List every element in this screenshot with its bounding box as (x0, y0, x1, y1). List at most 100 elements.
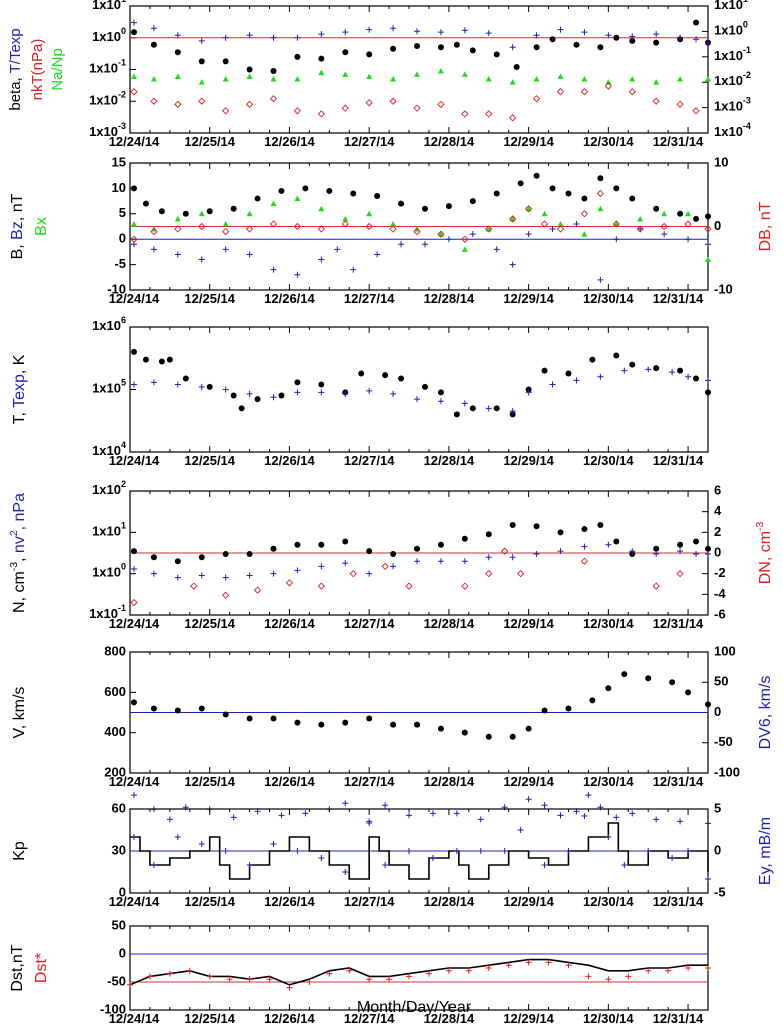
y-right-tick-label: 10 (714, 154, 728, 169)
panels: 12/24/14 12/25/14 12/26/14 12/27/14 12/28/14… (7, 0, 774, 1024)
y-right-tick-label: 1x10-4 (714, 121, 751, 139)
data-point (278, 392, 285, 399)
data-point (517, 827, 524, 833)
data-point (677, 548, 684, 555)
data-point (386, 976, 393, 983)
data-point (130, 19, 137, 26)
data-point (565, 190, 572, 197)
data-point (366, 570, 373, 577)
data-point (246, 572, 253, 579)
data-point (533, 550, 540, 557)
plot-frame (129, 925, 709, 1011)
data-point (342, 719, 349, 726)
data-point (541, 862, 548, 868)
data-point (677, 367, 684, 374)
y-axis-label: Dst* (33, 953, 50, 983)
data-point (130, 565, 137, 572)
x-tick-label: 12/30/14 (583, 774, 634, 789)
data-point (150, 25, 157, 32)
data-point (342, 71, 349, 77)
data-point (326, 187, 333, 194)
x-tick-label: 12/25/14 (184, 894, 235, 909)
x-tick-label: 12/25/14 (184, 134, 235, 149)
data-point (294, 379, 301, 386)
data-point (605, 541, 612, 548)
y-right-tick-label: 1x101 (714, 0, 748, 12)
data-point (541, 210, 548, 217)
data-point (645, 967, 652, 974)
data-point (246, 715, 253, 722)
data-point (270, 545, 277, 552)
data-point (613, 34, 620, 41)
y-axis-label: beta, T/Texp (7, 28, 24, 110)
data-point (676, 570, 684, 578)
data-point (692, 107, 700, 115)
data-point (604, 82, 612, 90)
data-point (705, 545, 711, 552)
series-line (130, 822, 709, 880)
data-point (222, 711, 229, 718)
series-black (130, 172, 711, 222)
data-point (477, 816, 484, 823)
data-point (130, 29, 137, 36)
data-point (533, 523, 540, 530)
data-point (317, 582, 325, 590)
x-tick-label: 12/25/14 (184, 616, 235, 631)
y-tick-label: 0 (119, 945, 126, 960)
data-point (374, 251, 381, 258)
data-point (605, 685, 612, 692)
data-point (705, 389, 711, 396)
plot-frame (129, 326, 709, 453)
y-tick-label: 50 (112, 917, 126, 932)
data-point (557, 548, 564, 555)
data-point (246, 210, 253, 217)
x-tick-label: 12/24/14 (109, 453, 160, 468)
y-axis-label: N, cm-3​, nv2​, nPa (9, 493, 28, 613)
y-right-tick-label: -100 (714, 764, 740, 779)
data-point (477, 848, 484, 854)
data-point (130, 381, 137, 388)
data-point (589, 697, 596, 704)
data-point (533, 32, 540, 39)
data-point (365, 222, 373, 231)
data-point (342, 800, 349, 807)
data-point (174, 49, 181, 56)
y-tick-label: -10 (107, 281, 126, 296)
data-point (677, 818, 684, 825)
data-point (366, 715, 373, 722)
data-point (585, 792, 592, 799)
data-point (637, 226, 644, 233)
data-point (669, 679, 676, 686)
data-point (278, 812, 285, 819)
data-point (605, 834, 612, 840)
data-point (366, 73, 373, 80)
data-point (278, 187, 285, 194)
data-point (705, 701, 711, 708)
y-tick-label: 1x10-1 (89, 603, 126, 621)
data-point (669, 369, 676, 376)
data-point (485, 110, 493, 118)
y-axis-label: Kp (11, 841, 28, 861)
data-point (557, 529, 564, 536)
data-point (485, 405, 492, 412)
data-point (581, 526, 588, 533)
y-tick-label: -50 (107, 973, 126, 988)
data-point (693, 375, 700, 382)
data-point (629, 76, 636, 82)
y-right-tick-label: 2 (714, 524, 721, 539)
data-point (461, 110, 469, 118)
x-tick-label: 12/24/14 (109, 774, 160, 789)
data-point (222, 107, 230, 115)
x-tick-label: 12/29/14 (503, 1011, 554, 1024)
y-right-axis-label: DV6, km/s (757, 676, 774, 750)
data-point (437, 558, 444, 565)
data-point (342, 538, 349, 545)
y-tick-label: 200 (104, 764, 126, 779)
x-tick-label: 12/24/14 (109, 134, 160, 149)
data-point (581, 76, 588, 82)
data-point (206, 208, 213, 215)
data-point (334, 246, 341, 253)
y-right-tick-label: 6 (714, 482, 721, 497)
data-point (469, 405, 476, 412)
data-point (198, 841, 205, 847)
